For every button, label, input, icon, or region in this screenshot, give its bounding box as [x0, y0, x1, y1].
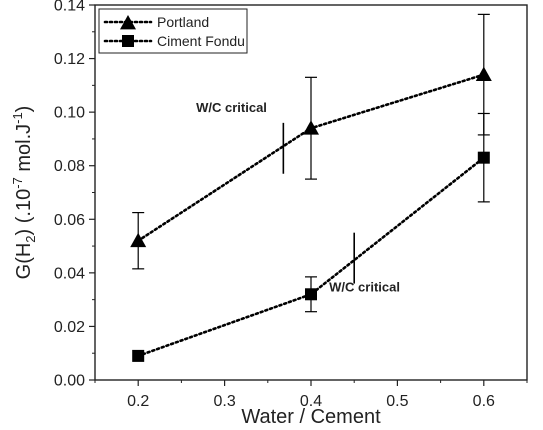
y-tick-label: 0.02 — [54, 319, 85, 336]
y-tick-label: 0.12 — [54, 51, 85, 68]
ciment-fondu-point — [477, 151, 490, 164]
axes-layer: 0.2 0.3 0.4 0.5 0.6 0.00 0.02 0.04 0.06 0.08 0.10 0… — [10, 0, 528, 428]
wc-critical-label: W/C critical — [196, 100, 267, 115]
plot-layer — [130, 13, 492, 362]
ciment-fondu-point — [305, 288, 317, 301]
legend-marker — [122, 35, 134, 47]
y-tick-label: 0.06 — [54, 212, 85, 229]
y-tick-label: 0.14 — [54, 0, 85, 15]
wc-critical-label: W/C critical — [329, 280, 400, 295]
y-axis-title: G(H2) (.10-7 mol.J-1) — [10, 106, 38, 280]
y-tick-label: 0.10 — [54, 105, 85, 122]
x-tick-label: 0.3 — [213, 393, 235, 410]
legend-label: Ciment Fondu — [157, 33, 245, 49]
legend-marker — [120, 15, 136, 30]
x-tick-label: 0.4 — [300, 393, 322, 410]
y-tick-label: 0.00 — [54, 373, 85, 390]
plot-frame — [94, 4, 528, 381]
y-tick-label: 0.08 — [54, 158, 85, 175]
y-axis-title-base: G(H — [13, 243, 35, 280]
annotations: W/C critical W/C critical — [196, 100, 400, 294]
y-axis-title-close: ) — [13, 106, 35, 113]
portland-point — [303, 120, 319, 135]
portland-point — [475, 66, 492, 82]
portland-point — [130, 232, 147, 248]
x-tick-label: 0.6 — [473, 393, 495, 410]
legend: Portland Ciment Fondu — [98, 8, 248, 54]
ciment-fondu-point — [132, 349, 145, 362]
x-axis-title: Water / Cement — [241, 406, 381, 428]
y-axis-title-unit_sup: -1 — [10, 112, 25, 124]
y-axis-title-mid: ) (.10 — [13, 189, 35, 236]
x-tick-label: 0.5 — [386, 393, 408, 410]
y-axis-title-unit: mol.J — [13, 124, 35, 177]
y-axis-title-sub: 2 — [23, 235, 38, 242]
series-line-ciment-fondu — [136, 156, 486, 358]
y-tick-label: 0.04 — [54, 265, 85, 282]
y-axis-title-sup: -7 — [10, 177, 25, 189]
x-tick-label: 0.2 — [127, 393, 149, 410]
legend-label: Portland — [157, 14, 209, 30]
